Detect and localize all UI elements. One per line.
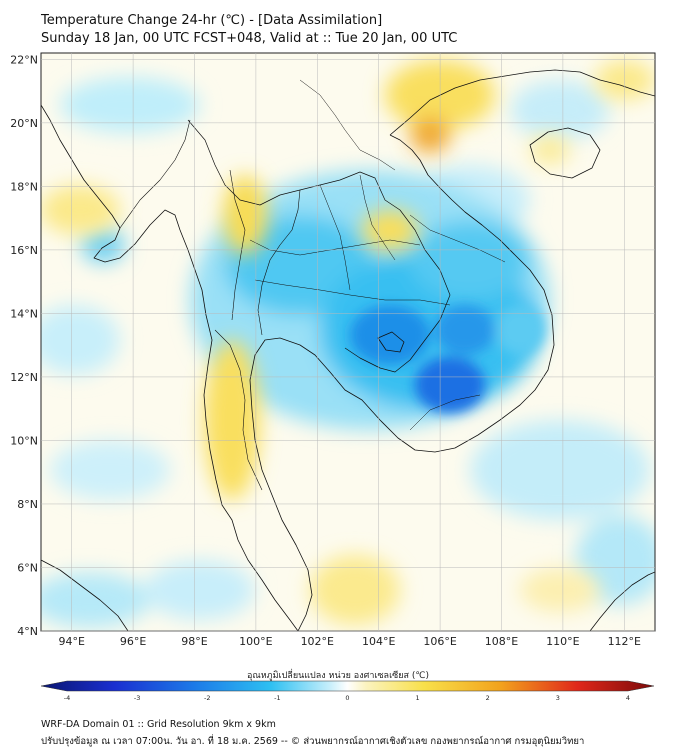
colorbar-bar (40, 680, 655, 692)
warm-patch (41, 185, 120, 235)
lon-label: 102°E (301, 635, 334, 648)
warm-patch (310, 555, 400, 625)
lon-label: 108°E (485, 635, 518, 648)
lat-label: 22°N (10, 53, 38, 66)
lat-label: 12°N (10, 371, 38, 384)
province-borders (319, 184, 351, 291)
country-borders (187, 119, 451, 373)
colorbar-tick-label: -2 (204, 694, 210, 702)
coastline-west (41, 104, 299, 631)
country-borders (344, 129, 396, 171)
coastline-china (389, 69, 655, 136)
coastline-indochina (249, 134, 555, 631)
province-borders (409, 214, 506, 263)
province-borders (257, 189, 301, 336)
lon-label: 100°E (239, 635, 272, 648)
colorbar-tick-label: 4 (626, 694, 630, 702)
colorbar-tick-label: -3 (134, 694, 140, 702)
lat-label: 18°N (10, 180, 38, 193)
hainan-island (529, 127, 601, 179)
cool-patch (41, 572, 150, 628)
lat-label: 16°N (10, 244, 38, 257)
colorbar-tick-label: 3 (556, 694, 560, 702)
cold-core (435, 305, 495, 355)
longitude-labels: 94°E 96°E 98°E 100°E 102°E 104°E 106°E 108°E 110… (58, 635, 641, 648)
colorbar-tick-label: -1 (274, 694, 280, 702)
cool-patch (470, 420, 650, 520)
province-borders (214, 329, 263, 491)
country-borders (119, 119, 191, 229)
footer-credits: ปรับปรุงข้อมูล ณ เวลา 07:00น. วัน อา. ที… (41, 736, 585, 747)
warm-patch (595, 60, 655, 100)
province-borders (254, 279, 451, 306)
cold-region (410, 220, 530, 300)
latitude-labels: 22°N 20°N 18°N 16°N 14°N 12°N 10°N 8°N 6°N 4°N (10, 53, 38, 638)
cool-patch (50, 440, 170, 500)
lat-label: 20°N (10, 117, 38, 130)
colorbar-tick-label: -4 (64, 694, 70, 702)
tonle-sap-lake (377, 331, 405, 353)
cold-core (415, 357, 485, 413)
coastline-borneo (589, 571, 655, 631)
coastline-sumatra (41, 559, 129, 631)
lon-label: 94°E (58, 635, 84, 648)
warm-patch (530, 135, 570, 165)
cool-patch (81, 227, 125, 263)
cool-patch (41, 305, 120, 375)
province-borders (409, 394, 481, 431)
lat-label: 4°N (17, 625, 38, 638)
lat-label: 8°N (17, 498, 38, 511)
lat-label: 10°N (10, 434, 38, 447)
province-borders (229, 169, 246, 321)
warm-patch (520, 568, 600, 612)
temperature-field (41, 53, 655, 631)
lat-label: 14°N (10, 307, 38, 320)
cool-patch (60, 77, 200, 133)
graticule (41, 53, 655, 632)
cool-patch (510, 80, 610, 140)
footer-model-info: WRF-DA Domain 01 :: Grid Resolution 9km … (41, 719, 276, 730)
colorbar-label: อุณหภูมิเปลี่ยนแปลง หน่วย องศาเซลเซียส (… (246, 671, 430, 681)
chart-title-line1: Temperature Change 24-hr (℃) - [Data Ass… (41, 13, 383, 28)
colorbar-tick-label: 1 (416, 694, 420, 702)
lon-label: 110°E (546, 635, 579, 648)
warm-patch (410, 117, 450, 153)
colorbar-tick-label: 0 (345, 694, 349, 702)
warm-patch (362, 210, 418, 250)
lon-label: 106°E (423, 635, 456, 648)
lon-label: 96°E (120, 635, 146, 648)
warm-patch (223, 175, 267, 255)
cold-core (350, 305, 430, 365)
lat-label: 6°N (17, 561, 38, 574)
country-borders (299, 79, 346, 131)
colorbar: -4 -3 -2 -1 0 1 2 3 4 (40, 680, 655, 702)
cool-patch (145, 560, 255, 620)
colorbar-tick-label: 2 (486, 694, 490, 702)
lon-label: 98°E (181, 635, 207, 648)
cold-core (495, 305, 545, 355)
colorbar-ticks: -4 -3 -2 -1 0 1 2 3 4 (64, 694, 630, 702)
lon-label: 104°E (362, 635, 395, 648)
chart-title-line2: Sunday 18 Jan, 00 UTC FCST+048, Valid at… (41, 31, 458, 46)
warm-patch (204, 340, 260, 500)
lon-label: 112°E (608, 635, 641, 648)
